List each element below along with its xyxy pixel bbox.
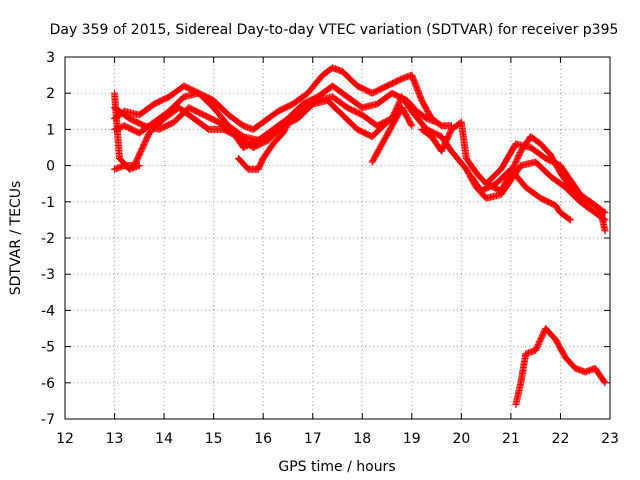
y-tick-label: -6 [41,376,55,392]
y-tick-label: -7 [41,412,55,428]
x-tick-label: 16 [254,431,272,447]
y-tick-label: -2 [41,231,55,247]
chart-title: Day 359 of 2015, Sidereal Day-to-day VTE… [50,22,619,38]
data-point [397,105,405,113]
data-point [289,111,297,119]
series-track-10 [482,140,609,217]
data-point [601,209,609,217]
y-tick-label: -3 [41,267,55,283]
data-point [408,122,416,130]
x-tick-label: 21 [502,431,520,447]
y-tick-label: 0 [46,159,55,175]
x-tick-label: 13 [106,431,124,447]
axis-ticks: 12 13 14 15 16 17 18 19 20 21 22 23-7-6-5-4-3-2-101… [41,50,619,447]
y-axis-label: SDTVAR / TECUs [8,181,24,296]
data-point [433,118,441,126]
data-point [601,379,609,387]
y-tick-label: -1 [41,195,55,211]
data-point [565,215,573,223]
data-point [407,120,415,128]
data-point [600,208,608,216]
data-point [398,104,406,112]
x-tick-label: 23 [601,431,619,447]
x-tick-label: 12 [56,431,74,447]
data-point [288,112,296,120]
y-tick-label: 1 [46,122,55,138]
y-tick-label: -5 [41,340,55,356]
x-tick-label: 14 [155,431,173,447]
x-axis-label: GPS time / hours [278,459,395,475]
series-track-1 [111,64,455,133]
data-point [600,377,608,385]
data-point [601,227,609,235]
x-tick-label: 15 [205,431,223,447]
data-point [600,215,608,223]
series-track-5 [111,89,143,173]
y-tick-label: 2 [46,86,55,102]
data-points [111,64,609,409]
y-tick-label: 3 [46,50,55,66]
grid [65,57,610,419]
x-tick-label: 18 [353,431,371,447]
series-track-11 [467,165,574,224]
x-tick-label: 17 [304,431,322,447]
series-track-6 [234,111,297,173]
series-track-12 [512,325,609,409]
x-tick-label: 20 [452,431,470,447]
data-point [566,216,574,224]
y-tick-label: -4 [41,303,55,319]
series-track-7 [368,104,406,166]
x-tick-label: 19 [403,431,421,447]
data-point [135,162,143,170]
x-tick-label: 22 [552,431,570,447]
data-point [601,216,609,224]
